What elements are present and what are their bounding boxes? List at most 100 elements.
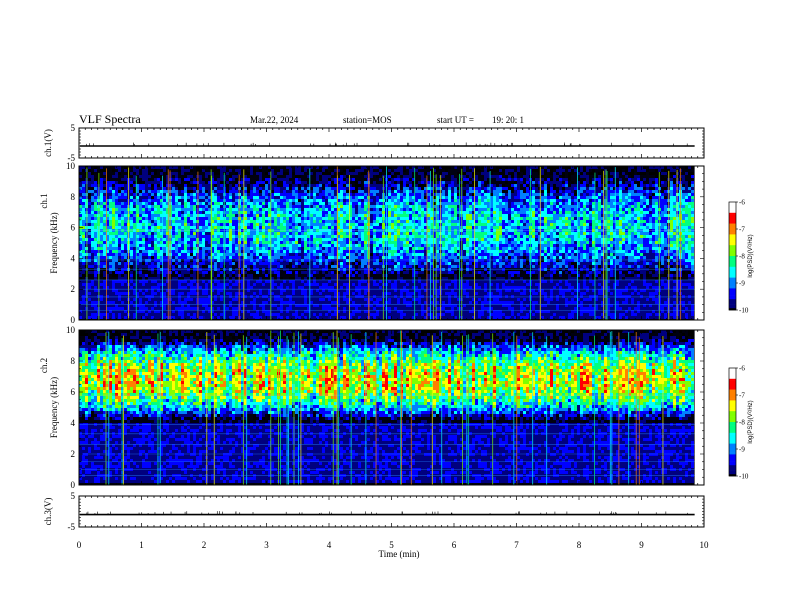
ch1-spectrogram-cell <box>331 244 334 247</box>
ch1-spectrogram-cell <box>379 268 382 271</box>
ch1-spectrogram-cell <box>175 217 178 220</box>
ch1-spectrogram-cell <box>259 232 262 235</box>
ch1-spectrogram-cell <box>331 205 334 208</box>
ch1-spectrogram-cell <box>91 196 94 199</box>
ch1-spectrogram-cell <box>316 220 319 223</box>
ch1-spectrogram-cell <box>331 193 334 196</box>
ch1-spectrogram-cell <box>208 214 211 217</box>
ch1-spectrogram-cell <box>250 274 253 277</box>
ch1-spectrogram-cell <box>118 208 121 211</box>
ch1-spectrogram-cell <box>319 226 322 229</box>
ch1-spectrogram-cell <box>256 298 259 301</box>
ch1-spectrogram-cell <box>133 253 136 256</box>
ch1-spectrogram-cell <box>274 271 277 274</box>
ch1-spectrogram-cell <box>88 199 91 202</box>
ch1-spectrogram-cell <box>91 244 94 247</box>
ch1-spectrogram-cell <box>220 208 223 211</box>
ch1-spectrogram-cell <box>217 295 220 298</box>
ch1-spectrogram-cell <box>202 268 205 271</box>
ch1-spectrogram-cell <box>250 169 253 172</box>
ch1-spectrogram-cell <box>301 223 304 226</box>
ch1-spectrogram-cell <box>103 268 106 271</box>
ch1-spectrogram-cell <box>205 301 208 304</box>
ch1-spectrogram-cell <box>352 274 355 277</box>
ch1-spectrogram-cell <box>172 256 175 259</box>
ch1-spectrogram-cell <box>244 184 247 187</box>
ch1-spectrogram-cell <box>229 226 232 229</box>
ch1-spectrogram-cell <box>163 313 166 316</box>
ch1-spectrogram-cell <box>157 247 160 250</box>
ch1-spectrogram-cell <box>208 172 211 175</box>
ch1-spectrogram-cell <box>124 202 127 205</box>
ch1-spectrogram-cell <box>274 244 277 247</box>
ch1-spectrogram-cell <box>82 274 85 277</box>
ch1-spectrogram-cell <box>103 232 106 235</box>
ch1-spectrogram-cell <box>148 223 151 226</box>
ch1-spectrogram-cell <box>103 187 106 190</box>
ch1-spectrogram-cell <box>220 262 223 265</box>
ch1-spectrogram-cell <box>112 310 115 313</box>
ch1-spectrogram-cell <box>142 274 145 277</box>
ch1-spectrogram-cell <box>331 238 334 241</box>
ch1-spectrogram-cell <box>130 295 133 298</box>
ch1-spectrogram-cell <box>259 241 262 244</box>
ch1-spectrogram-cell <box>343 214 346 217</box>
ch1-spectrogram-cell <box>112 241 115 244</box>
ch1-spectrogram-cell <box>118 205 121 208</box>
ch1-spectrogram-cell <box>130 223 133 226</box>
ch1-spectrogram-cell <box>271 220 274 223</box>
ch1-spectrogram-cell <box>256 217 259 220</box>
ch1-spectrogram-cell <box>331 196 334 199</box>
ch1-spectrogram-cell <box>346 235 349 238</box>
ch1-spectrogram-cell <box>88 265 91 268</box>
ch1-spectrogram-cell <box>313 217 316 220</box>
ch1-spectrogram-cell <box>103 313 106 316</box>
ch1-spectrogram-cell <box>355 259 358 262</box>
ch1-spectrogram-cell <box>262 199 265 202</box>
ch1-spectrogram-cell <box>91 256 94 259</box>
ch1-spectrogram-cell <box>265 184 268 187</box>
ch1-spectrogram-cell <box>217 259 220 262</box>
ch1-spectrogram-cell <box>172 292 175 295</box>
ch1-spectrogram-cell <box>103 208 106 211</box>
ch1-spectrogram-cell <box>277 187 280 190</box>
ch1-spectrogram-cell <box>208 313 211 316</box>
ch1-spectrogram-cell <box>316 211 319 214</box>
ch1-spectrogram-cell <box>376 241 379 244</box>
ch1-spectrogram-cell <box>334 295 337 298</box>
ch1-spectrogram-cell <box>202 211 205 214</box>
ch1-spectrogram-cell <box>352 241 355 244</box>
ch1-spectrogram-cell <box>286 235 289 238</box>
ch1-spectrogram-cell <box>334 292 337 295</box>
ch1-spectrogram-cell <box>364 232 367 235</box>
ch1-spectrogram-cell <box>277 220 280 223</box>
ch1-spectrogram-cell <box>256 181 259 184</box>
ch1-spectrogram-cell <box>262 217 265 220</box>
ch1-spectrogram-cell <box>328 316 331 319</box>
ch1-spectrogram-cell <box>247 235 250 238</box>
ch1-spectrogram-cell <box>220 175 223 178</box>
ch1-spectrogram-cell <box>355 241 358 244</box>
ch1-spectrogram-cell <box>310 286 313 289</box>
ch1-spectrogram-cell <box>364 298 367 301</box>
ch1-spectrogram-cell <box>151 172 154 175</box>
ch1-spectrogram-cell <box>199 175 202 178</box>
ch1-spectrogram-cell <box>277 292 280 295</box>
ch1-spectrogram-cell <box>370 169 373 172</box>
ch1-spectrogram-cell <box>184 271 187 274</box>
ch1-spectrogram-cell <box>208 265 211 268</box>
ch1-spectrogram-cell <box>148 196 151 199</box>
ch1-spectrogram-cell <box>100 223 103 226</box>
ch1-spectrogram-cell <box>139 226 142 229</box>
ch1-spectrogram-cell <box>193 205 196 208</box>
ch1-spectrogram-cell <box>124 214 127 217</box>
ch1-spectrogram-cell <box>325 178 328 181</box>
ch1-spectrogram-cell <box>130 244 133 247</box>
ch1-spectrogram-cell <box>316 223 319 226</box>
ch1-spectrogram-cell <box>343 295 346 298</box>
ch1-spectrogram-cell <box>196 265 199 268</box>
ch1-spectrogram-cell <box>94 271 97 274</box>
ch1-spectrogram-cell <box>190 169 193 172</box>
ch1-spectrogram-cell <box>274 235 277 238</box>
ch1-spectrogram-cell <box>244 232 247 235</box>
